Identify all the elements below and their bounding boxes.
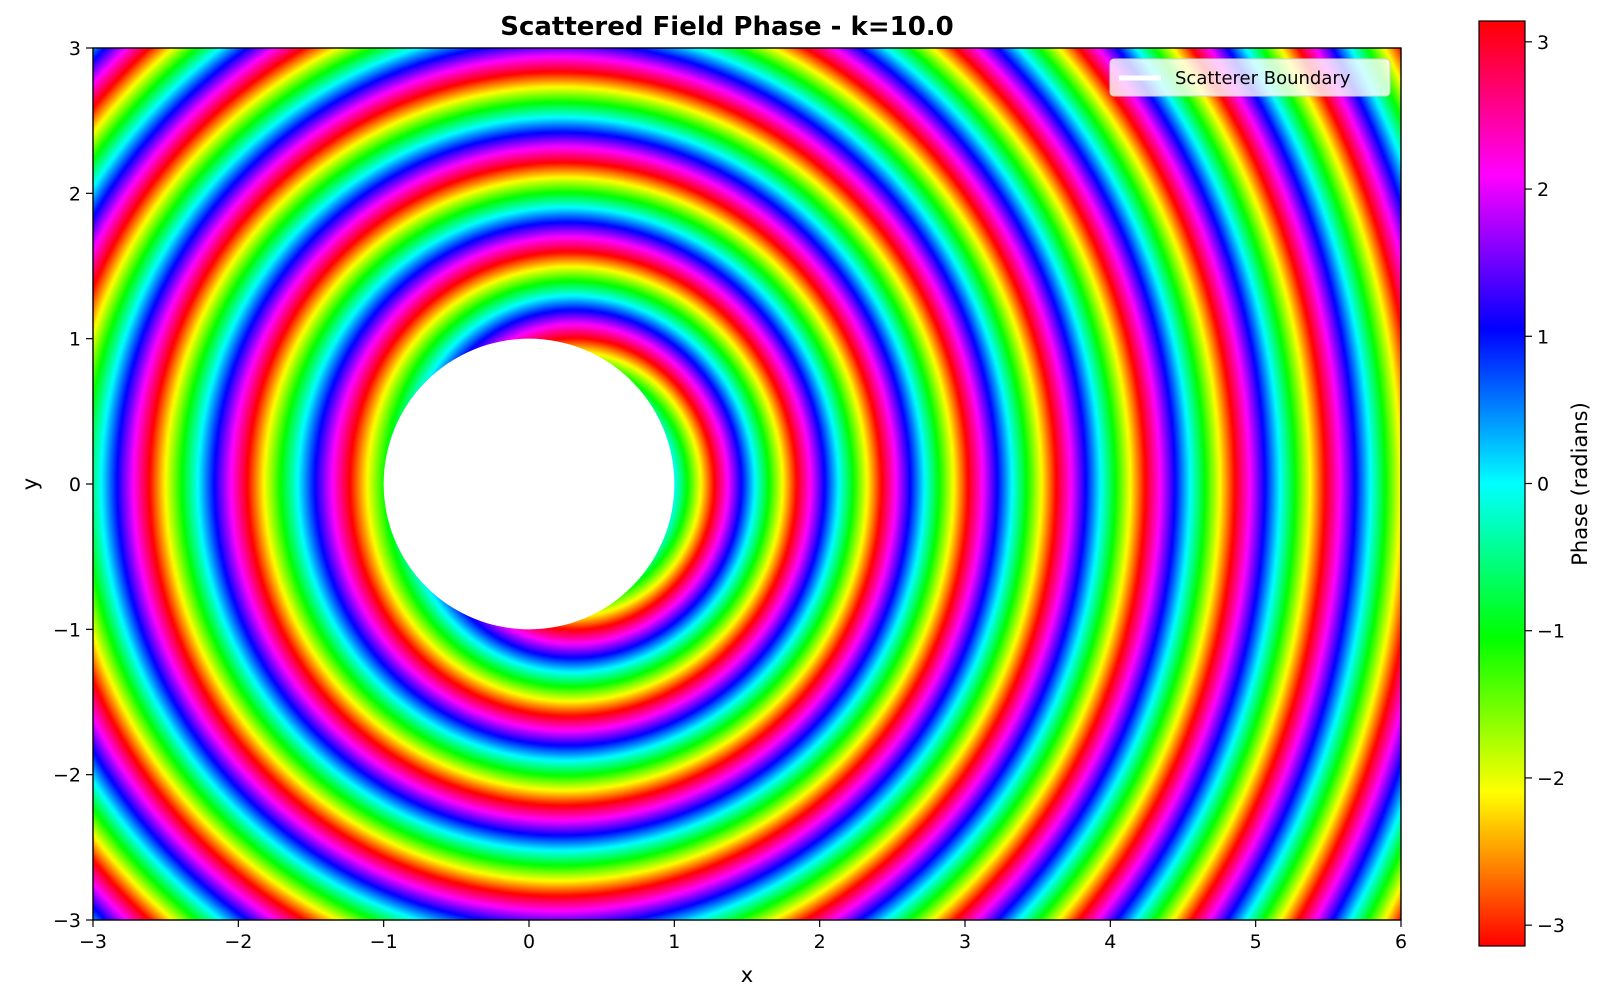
x-tick-label: −2: [224, 931, 252, 953]
y-tick-label: −1: [53, 619, 81, 641]
colorbar-label: Phase (radians): [1568, 402, 1592, 566]
x-tick-label: 1: [668, 931, 680, 953]
legend: Scatterer Boundary: [1109, 58, 1391, 97]
legend-label-scatterer-boundary: Scatterer Boundary: [1175, 68, 1351, 89]
y-tick-label: 2: [69, 183, 81, 205]
chart-title: Scattered Field Phase - k=10.0: [500, 12, 954, 42]
y-tick-label: 1: [69, 329, 81, 351]
y-tick-label: 0: [69, 474, 81, 496]
y-axis-ticks: −3 −2 −1 0 1 2 3: [53, 38, 93, 932]
phase-heatmap: [93, 48, 1401, 920]
x-axis-label: x: [741, 963, 753, 987]
y-tick-label: −3: [53, 910, 81, 932]
colorbar-ticks: −3 −2 −1 0 1 2 3: [1525, 32, 1565, 937]
scatterer-disk: [383, 338, 675, 630]
y-axis-label: y: [18, 478, 42, 490]
x-axis-ticks: −3 −2 −1 0 1 2 3 4 5 6: [79, 920, 1407, 953]
colorbar-tick-label: −1: [1537, 621, 1565, 643]
y-tick-label: 3: [69, 38, 81, 60]
colorbar-tick-label: 0: [1537, 474, 1549, 496]
colorbar-tick-label: 1: [1537, 326, 1549, 348]
x-tick-label: 6: [1395, 931, 1407, 953]
x-tick-label: 5: [1250, 931, 1262, 953]
colorbar-tick-label: −3: [1537, 915, 1565, 937]
colorbar-tick-label: 2: [1537, 179, 1549, 201]
x-tick-label: 2: [814, 931, 826, 953]
colorbar-tick-label: 3: [1537, 32, 1549, 54]
x-tick-label: −3: [79, 931, 107, 953]
x-tick-label: 0: [523, 931, 535, 953]
x-tick-label: −1: [370, 931, 398, 953]
x-tick-label: 4: [1104, 931, 1116, 953]
colorbar-tick-label: −2: [1537, 768, 1565, 790]
legend-box: [1109, 58, 1391, 97]
y-tick-label: −2: [53, 765, 81, 787]
colorbar: [1478, 20, 1526, 947]
x-tick-label: 3: [959, 931, 971, 953]
